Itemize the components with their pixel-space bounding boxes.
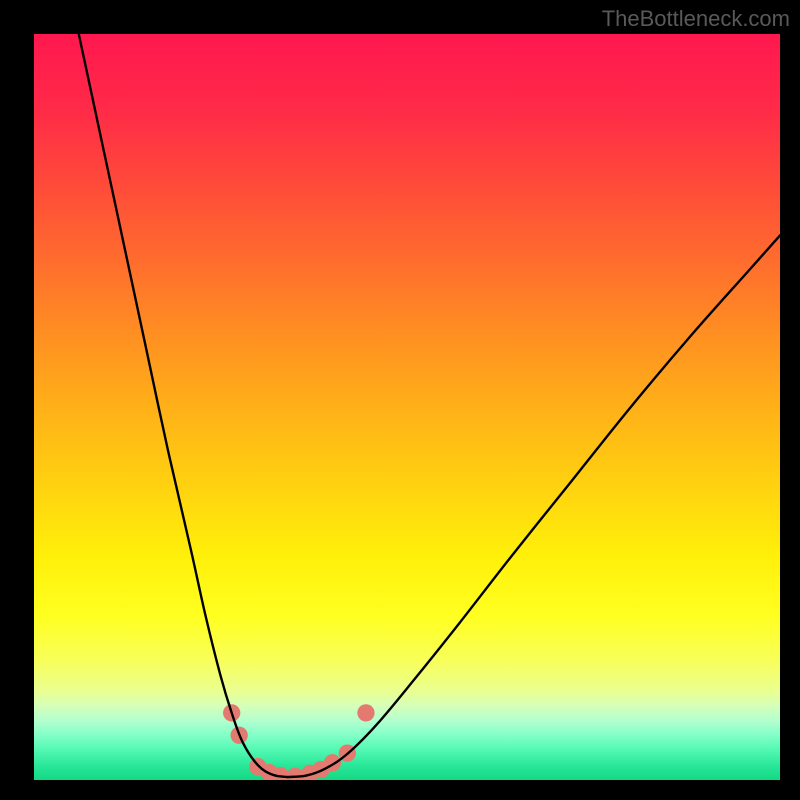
plot-area xyxy=(34,34,780,780)
curve-left-branch xyxy=(79,34,288,777)
marker-point xyxy=(357,704,374,721)
watermark-text: TheBottleneck.com xyxy=(602,6,790,32)
marker-group xyxy=(223,704,375,780)
curve-layer xyxy=(34,34,780,780)
curve-right-branch xyxy=(288,235,780,777)
